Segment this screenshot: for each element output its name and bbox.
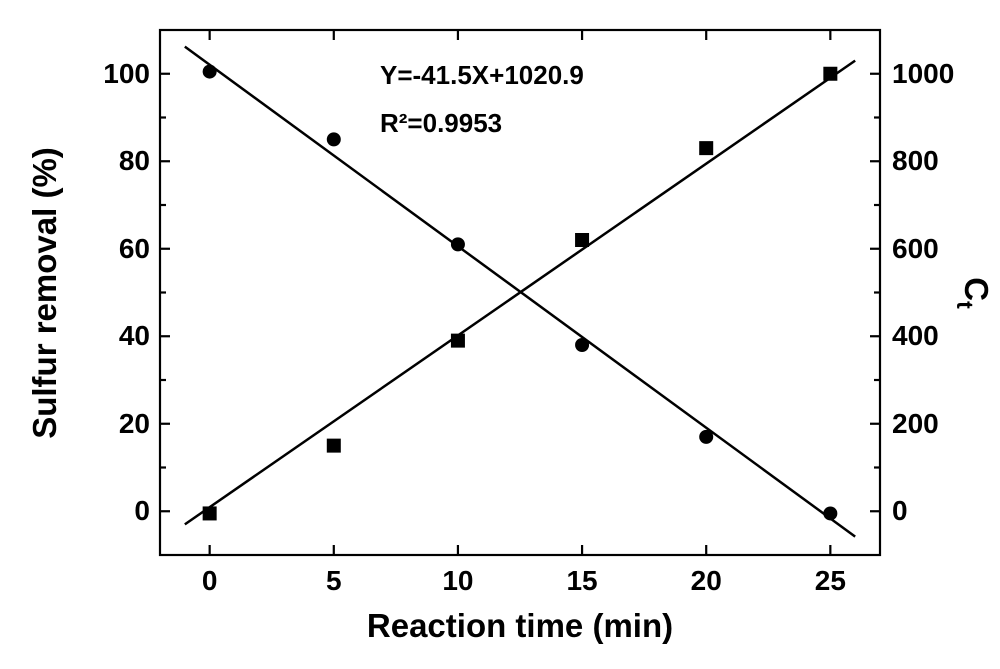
marker-sulfur-removal	[451, 334, 465, 348]
x-tick-label: 5	[304, 565, 364, 597]
y-left-tick-label: 40	[80, 320, 150, 352]
trend-line-ct-fit	[185, 47, 855, 537]
x-axis-label: Reaction time (min)	[367, 607, 673, 645]
marker-ct	[823, 506, 837, 520]
marker-ct	[699, 430, 713, 444]
y-left-tick-label: 60	[80, 233, 150, 265]
y-axis-left-label: Sulfur removal (%)	[26, 147, 64, 439]
marker-ct	[451, 237, 465, 251]
marker-sulfur-removal	[203, 506, 217, 520]
y-right-tick-label: 400	[892, 320, 972, 352]
x-tick-label: 0	[180, 565, 240, 597]
marker-ct	[575, 338, 589, 352]
marker-sulfur-removal	[823, 67, 837, 81]
r2-annotation: R²=0.9953	[380, 108, 502, 139]
x-tick-label: 20	[676, 565, 736, 597]
y-right-tick-label: 800	[892, 145, 972, 177]
y-right-tick-label: 600	[892, 233, 972, 265]
x-tick-label: 25	[800, 565, 860, 597]
x-tick-label: 10	[428, 565, 488, 597]
y-right-tick-label: 1000	[892, 58, 972, 90]
y-left-tick-label: 100	[80, 58, 150, 90]
equation-annotation: Y=-41.5X+1020.9	[380, 60, 584, 91]
y-right-tick-label: 200	[892, 408, 972, 440]
chart-root: Sulfur removal (%) Ct Reaction time (min…	[0, 0, 1000, 669]
marker-ct	[203, 65, 217, 79]
marker-ct	[327, 132, 341, 146]
y-axis-right-label: Ct	[951, 277, 995, 309]
y-left-tick-label: 0	[80, 495, 150, 527]
marker-sulfur-removal	[327, 439, 341, 453]
y-right-tick-label: 0	[892, 495, 972, 527]
y-left-tick-label: 80	[80, 145, 150, 177]
y-left-tick-label: 20	[80, 408, 150, 440]
marker-sulfur-removal	[575, 233, 589, 247]
x-tick-label: 15	[552, 565, 612, 597]
marker-sulfur-removal	[699, 141, 713, 155]
